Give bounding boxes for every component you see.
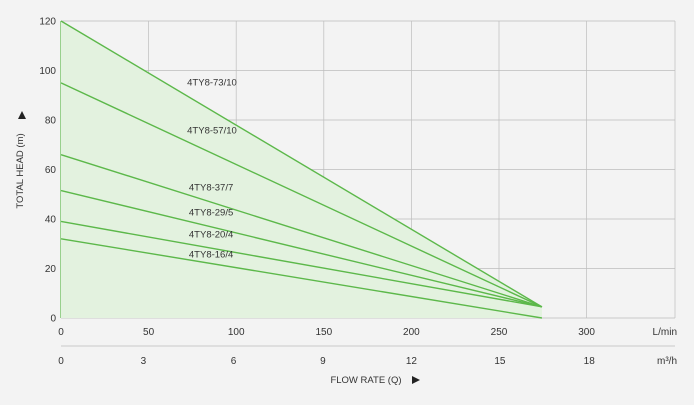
series-label: 4TY8-29/5 bbox=[189, 207, 233, 218]
x-tick-label: 0 bbox=[58, 327, 64, 338]
series-line bbox=[60, 220, 543, 308]
series-lines bbox=[60, 20, 543, 319]
x-tick-label: 50 bbox=[143, 327, 155, 338]
y-tick-label: 80 bbox=[45, 116, 57, 127]
series-line bbox=[60, 20, 543, 308]
envelope-area bbox=[61, 21, 542, 318]
x-tick-label: 300 bbox=[578, 327, 595, 338]
x-unit-secondary: m³/h bbox=[657, 356, 677, 367]
y-ticks: 0 20 40 60 80 100 120 bbox=[39, 17, 56, 325]
series-label: 4TY8-16/4 bbox=[189, 249, 233, 260]
envelope-fill bbox=[61, 21, 542, 318]
series-label: 4TY8-20/4 bbox=[189, 230, 233, 241]
y-tick-label: 60 bbox=[45, 165, 57, 176]
x-unit-primary: L/min bbox=[653, 327, 677, 338]
y-axis-arrow-icon bbox=[18, 111, 26, 119]
y-tick-label: 120 bbox=[39, 17, 56, 28]
series-line bbox=[60, 82, 543, 308]
x-ticks-primary: 0 50 100 150 200 250 300 bbox=[58, 327, 595, 338]
series-label: 4TY8-37/7 bbox=[189, 183, 233, 194]
y-tick-label: 100 bbox=[39, 66, 56, 77]
x-tick-label-secondary: 12 bbox=[406, 356, 418, 367]
x-tick-label-secondary: 15 bbox=[494, 356, 506, 367]
series-line bbox=[60, 189, 543, 308]
series-line bbox=[60, 153, 543, 308]
x-tick-label-secondary: 0 bbox=[58, 356, 64, 367]
x-ticks-secondary: 0 3 6 9 12 15 18 bbox=[58, 356, 595, 367]
x-tick-label-secondary: 6 bbox=[231, 356, 237, 367]
series-line bbox=[60, 238, 543, 319]
x-axis-label: FLOW RATE (Q) bbox=[330, 375, 401, 386]
x-tick-label: 250 bbox=[491, 327, 508, 338]
y-tick-label: 0 bbox=[50, 314, 56, 325]
x-tick-label-secondary: 9 bbox=[320, 356, 326, 367]
y-tick-label: 40 bbox=[45, 215, 57, 226]
series-labels: 4TY8-73/10 4TY8-57/10 4TY8-37/7 4TY8-29/5 4T… bbox=[187, 77, 237, 260]
x-tick-label: 200 bbox=[403, 327, 420, 338]
x-axis-arrow-icon bbox=[412, 376, 420, 384]
series-label: 4TY8-73/10 bbox=[187, 77, 237, 88]
y-axis-label: TOTAL HEAD (m) bbox=[15, 133, 26, 208]
series-label: 4TY8-57/10 bbox=[187, 126, 237, 137]
y-tick-label: 20 bbox=[45, 264, 57, 275]
x-tick-label-secondary: 3 bbox=[141, 356, 147, 367]
x-tick-label: 150 bbox=[315, 327, 332, 338]
x-tick-label: 100 bbox=[228, 327, 245, 338]
x-tick-label-secondary: 18 bbox=[584, 356, 596, 367]
